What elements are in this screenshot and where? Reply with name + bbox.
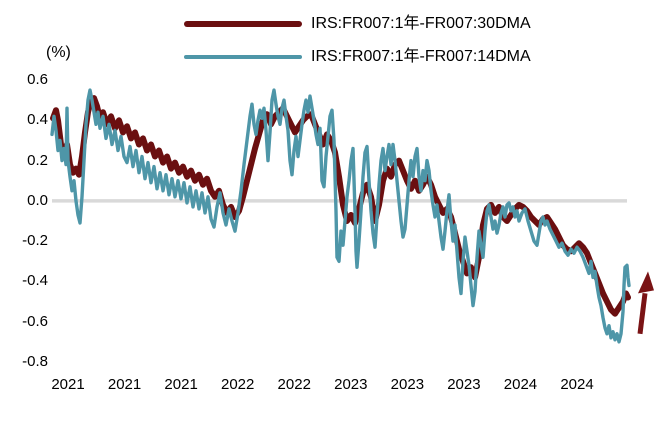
y-tick-label: -0.2 (22, 232, 48, 250)
x-tick-label: 2024 (503, 376, 538, 393)
legend-label-14dma: IRS:FR007:1年-FR007:14DMA (311, 48, 531, 65)
y-tick-label: 0.6 (27, 71, 48, 88)
x-tick-label: 2022 (220, 376, 255, 393)
x-tick-label: 2021 (107, 376, 142, 393)
x-tick-label: 2023 (334, 376, 368, 393)
x-tick-label: 2024 (560, 376, 594, 393)
legend-item-14dma: IRS:FR007:1年-FR007:14DMA (184, 48, 531, 66)
x-tick-label: 2021 (164, 376, 198, 393)
series-line-14dma (50, 88, 631, 344)
y-tick-label: 0.0 (27, 191, 48, 209)
y-tick-label: -0.4 (22, 272, 48, 290)
legend-item-30dma: IRS:FR007:1年-FR007:30DMA (184, 15, 531, 33)
x-tick-label: 2021 (51, 376, 85, 393)
series-line-30dma (50, 95, 631, 317)
up-arrow-shaft (637, 293, 648, 335)
up-arrow-icon (638, 271, 654, 294)
y-tick-label: -0.8 (22, 353, 48, 370)
y-axis-unit-label: (%) (46, 44, 71, 61)
x-tick-label: 2023 (390, 376, 425, 393)
y-tick-label: 0.2 (27, 151, 48, 169)
x-tick-label: 2022 (277, 376, 311, 393)
x-tick-label: 2023 (447, 376, 481, 393)
legend-label-30dma: IRS:FR007:1年-FR007:30DMA (311, 15, 531, 32)
y-tick-label: -0.6 (22, 312, 48, 330)
y-tick-label: 0.4 (27, 111, 48, 129)
legend: IRS:FR007:1年-FR007:30DMA IRS:FR007:1年-FR… (184, 15, 531, 66)
legend-line-swatch-30dma-icon (184, 21, 302, 27)
legend-line-swatch-14dma-icon (184, 55, 302, 59)
